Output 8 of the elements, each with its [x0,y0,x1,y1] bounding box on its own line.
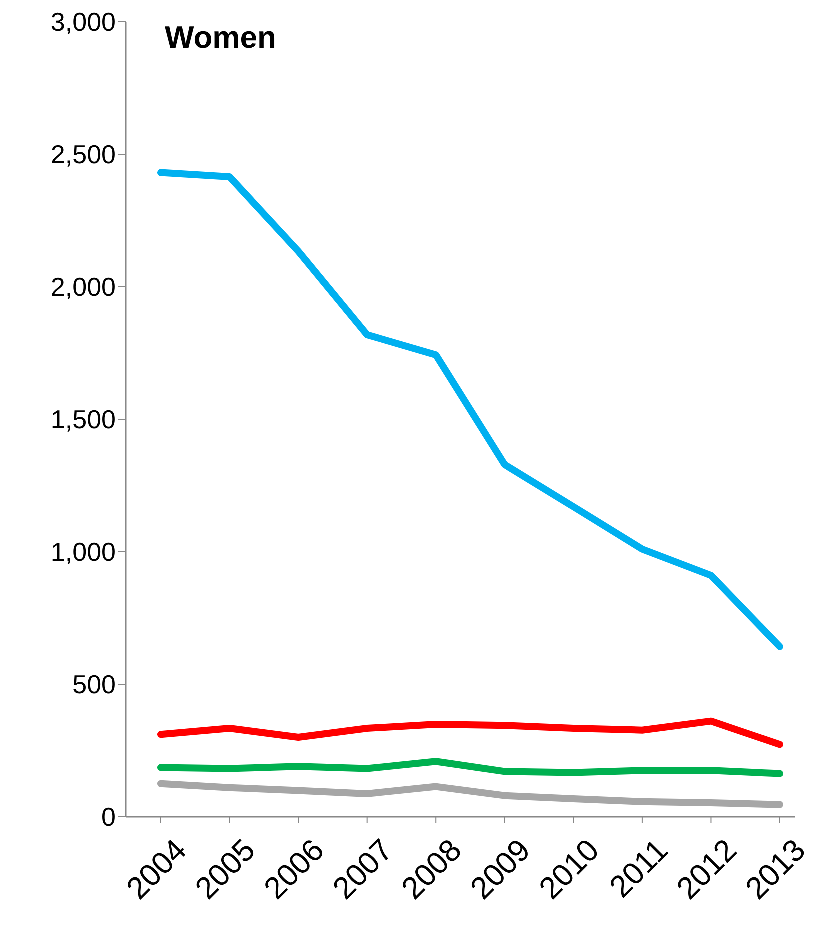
chart-title: Women [165,20,276,56]
y-tick-label: 2,500 [50,140,116,170]
y-tick-label: 3,000 [50,7,116,38]
y-tick-label: 1,000 [50,537,116,568]
y-tick-label: 1,500 [50,404,116,435]
y-tick-label: 500 [72,670,116,700]
y-tick-label: 0 [102,802,116,832]
y-tick-label: 2,000 [50,272,116,302]
